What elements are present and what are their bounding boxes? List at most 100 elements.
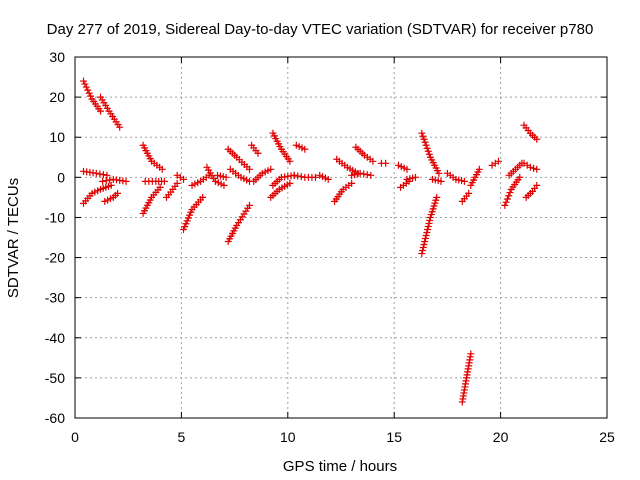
data-point: [254, 149, 262, 157]
data-point: [422, 141, 430, 149]
data-segment: [292, 141, 309, 153]
data-point: [311, 173, 319, 181]
data-segment: [520, 121, 541, 143]
data-segment: [224, 201, 253, 246]
y-tick-label: 20: [49, 89, 65, 105]
data-segment: [173, 171, 188, 183]
data-point: [422, 231, 430, 239]
data-segment: [418, 129, 443, 177]
data-point: [294, 172, 302, 180]
y-axis-title: SDTVAR / TECUs: [5, 178, 22, 298]
data-point: [467, 350, 475, 358]
data-point: [286, 157, 294, 165]
data-segment: [458, 350, 475, 406]
data-point: [103, 171, 111, 179]
data-point: [199, 193, 207, 201]
data-segment: [269, 129, 294, 165]
data-segment: [348, 169, 375, 179]
data-point: [424, 222, 432, 230]
data-point: [530, 164, 538, 172]
x-tick-label: 5: [178, 429, 186, 445]
x-tick-label: 15: [386, 429, 402, 445]
data-point: [297, 173, 305, 181]
y-tick-label: -30: [45, 290, 65, 306]
data-segment: [331, 179, 356, 205]
data-point: [382, 159, 390, 167]
data-point: [158, 165, 166, 173]
data-point: [81, 80, 89, 88]
data-segment: [250, 165, 275, 185]
data-point: [423, 144, 431, 152]
data-segment: [290, 171, 319, 181]
data-segment: [80, 181, 115, 207]
grid-lines: [75, 57, 607, 418]
data-point: [424, 147, 432, 155]
data-point: [87, 92, 95, 100]
data-point: [419, 247, 427, 255]
plot-frame: [74, 56, 608, 419]
data-point: [286, 179, 294, 187]
data-point: [222, 173, 230, 181]
data-segment: [80, 77, 105, 115]
data-point: [418, 250, 426, 258]
data-point: [106, 176, 114, 184]
data-segment: [139, 183, 164, 217]
data-segment: [520, 159, 541, 173]
tick-labels: 0 5 10 15 20 25 30 20 10 0 -10 -20 -30 -40 -50 -60: [45, 49, 615, 445]
data-segment: [501, 173, 524, 209]
data-point: [505, 192, 513, 200]
data-point: [426, 216, 434, 224]
data-segment: [377, 159, 390, 167]
data-point: [411, 173, 419, 181]
data-point: [425, 150, 433, 158]
data-point: [506, 189, 514, 197]
data-point: [92, 169, 100, 177]
data-point: [460, 177, 468, 185]
data-segment: [488, 157, 502, 169]
data-point: [403, 165, 411, 173]
data-segment: [267, 179, 294, 201]
data-point: [267, 165, 275, 173]
y-tick-label: -10: [45, 209, 65, 225]
x-tick-label: 25: [599, 429, 615, 445]
data-segment: [224, 145, 253, 173]
data-point: [475, 165, 483, 173]
data-point: [173, 179, 181, 187]
data-point: [421, 235, 429, 243]
data-point: [85, 89, 93, 97]
data-point: [107, 181, 115, 189]
data-segment: [505, 159, 526, 179]
data-point: [465, 189, 473, 197]
data-point: [82, 83, 90, 91]
data-points: [80, 77, 541, 406]
y-tick-label: -40: [45, 330, 65, 346]
data-point: [220, 181, 228, 189]
data-point: [419, 132, 427, 140]
data-point: [102, 177, 110, 185]
data-point: [494, 157, 502, 165]
data-segment: [99, 175, 130, 185]
data-point: [420, 135, 428, 143]
data-point: [437, 177, 445, 185]
data-segment: [180, 193, 207, 233]
data-segment: [188, 171, 213, 189]
x-axis-title: GPS time / hours: [283, 458, 397, 475]
data-point: [419, 244, 427, 252]
data-point: [290, 171, 298, 179]
data-point: [367, 171, 375, 179]
y-tick-label: 10: [49, 129, 65, 145]
y-tick-label: 0: [57, 169, 65, 185]
data-segment: [352, 143, 377, 165]
data-point: [501, 201, 509, 209]
data-segment: [443, 169, 468, 185]
data-point: [421, 138, 429, 146]
y-tick-label: -20: [45, 250, 65, 266]
data-segment: [139, 141, 166, 173]
data-point: [356, 169, 364, 177]
data-segment: [214, 171, 230, 181]
data-segment: [141, 177, 168, 185]
data-point: [180, 175, 188, 183]
data-segment: [316, 171, 332, 183]
data-point: [421, 238, 429, 246]
